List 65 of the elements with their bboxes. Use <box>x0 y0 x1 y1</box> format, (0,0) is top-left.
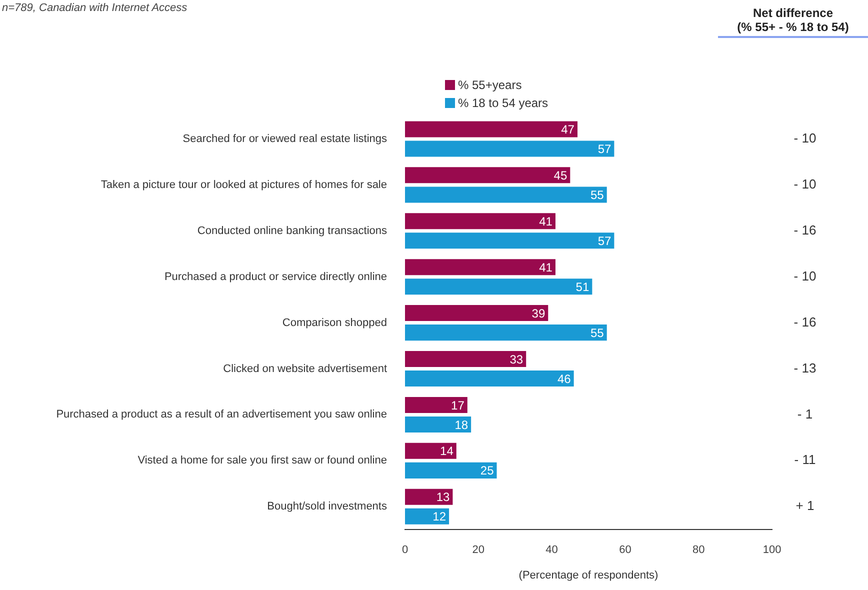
y-tick-label: Comparison shopped <box>282 316 387 329</box>
text: n=789, Canadian with Internet Access <box>2 2 188 14</box>
y-tick-label: Taken a picture tour or looked at pictures of homes for sale <box>100 178 387 191</box>
y-tick-label: Purchased a product as a result of an advertisement you saw online <box>56 408 387 421</box>
text: - 10 <box>794 176 816 192</box>
data-label: 41 <box>539 260 553 274</box>
bar <box>405 213 556 230</box>
bar <box>405 350 526 367</box>
data-label: 46 <box>557 372 572 386</box>
bar <box>405 305 548 322</box>
text: - 1 <box>797 406 813 422</box>
x-axis-title: (Percentage of respondents) <box>518 569 658 582</box>
data-label: 47 <box>561 122 575 137</box>
y-tick-label: Purchased a product or service directly online <box>164 270 387 283</box>
bar <box>405 167 570 184</box>
text: - 11 <box>794 452 816 468</box>
bar <box>405 396 468 413</box>
data-label: 33 <box>510 352 524 366</box>
data-label: 41 <box>539 214 553 228</box>
text: - 16 <box>794 222 816 238</box>
y-tick-label: Conducted online banking transactions <box>197 224 388 237</box>
data-label: 51 <box>576 280 590 294</box>
data-label: 12 <box>432 510 446 524</box>
data-label: 17 <box>451 398 465 412</box>
legend-label: % 18 to 54 years <box>458 96 548 110</box>
data-label: 57 <box>598 234 612 248</box>
bar <box>405 232 614 249</box>
y-tick-label: Clicked on website advertisement <box>223 362 387 375</box>
bar <box>405 121 578 138</box>
bar <box>405 462 497 478</box>
text: - 10 <box>794 268 816 284</box>
bar <box>405 442 456 459</box>
x-tick-label: 20 <box>472 544 485 556</box>
x-tick-label: 0 <box>402 544 408 556</box>
x-tick-label: 100 <box>762 544 782 556</box>
data-label: 18 <box>454 418 468 432</box>
bar <box>405 278 592 295</box>
text: - 16 <box>794 314 816 330</box>
y-tick-label: Bought/sold investments <box>267 500 388 513</box>
bar <box>405 508 450 524</box>
bar <box>405 186 607 203</box>
y-tick-label: Visted a home for sale you first saw or found online <box>138 454 387 467</box>
bar <box>405 324 607 341</box>
bar <box>405 140 614 157</box>
legend-label: % 55+years <box>458 78 522 92</box>
text: - 13 <box>794 360 816 376</box>
data-label: 55 <box>590 326 604 340</box>
text: Net difference (% 55+ - % 18 to 54) <box>718 6 868 38</box>
data-label: 45 <box>554 168 568 182</box>
bar <box>405 370 574 387</box>
data-label: 55 <box>590 188 604 202</box>
x-tick-label: 40 <box>546 544 558 556</box>
x-tick-label: 80 <box>692 544 705 556</box>
bar <box>405 259 556 276</box>
data-label: 25 <box>480 464 494 478</box>
data-label: 57 <box>598 142 612 156</box>
x-tick-label: 60 <box>619 544 632 556</box>
y-tick-label: Searched for or viewed real estate listings <box>182 133 388 146</box>
data-label: 39 <box>532 306 546 320</box>
text: - 10 <box>794 130 816 146</box>
bar <box>405 488 453 505</box>
bar <box>405 416 472 432</box>
data-label: 13 <box>436 490 450 504</box>
text: + 1 <box>796 498 814 514</box>
data-label: 14 <box>440 444 454 458</box>
